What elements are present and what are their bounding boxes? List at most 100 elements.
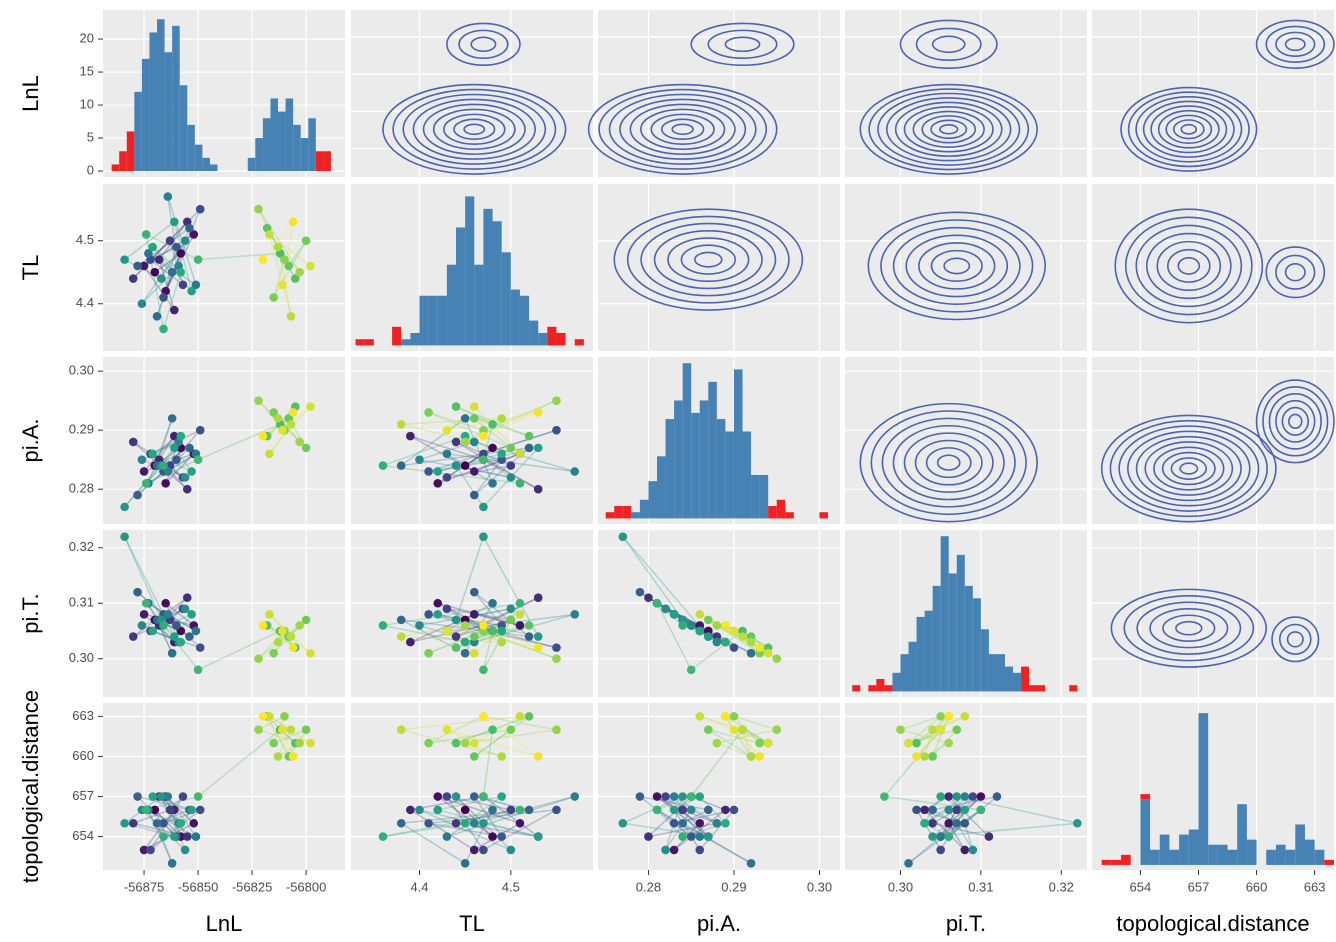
point [159, 293, 168, 302]
point [451, 632, 461, 641]
trace-segment [124, 221, 175, 261]
contour-line [453, 118, 496, 141]
point [570, 467, 580, 476]
point [170, 632, 179, 641]
point [451, 461, 461, 470]
histogram-bar [1246, 839, 1257, 865]
point [652, 598, 662, 608]
trace-segment [160, 240, 186, 279]
contour-line [650, 113, 715, 145]
point [515, 449, 525, 459]
point [273, 414, 283, 423]
trace-segment [742, 729, 769, 744]
trace-segment [268, 233, 311, 267]
trace-segment [733, 630, 761, 649]
histogram-bar [483, 208, 493, 346]
contour-line [1145, 232, 1232, 300]
point [704, 632, 713, 641]
contour-line [629, 103, 736, 155]
trace-segment [268, 406, 311, 455]
point [635, 587, 645, 597]
y-axis-title: LnL [18, 75, 43, 112]
histogram-bar [665, 419, 675, 519]
point [652, 805, 662, 815]
histogram-bar [355, 339, 365, 346]
x-tick-label: 0.29 [721, 879, 746, 894]
histogram-bar [323, 151, 331, 172]
trace-segment [446, 406, 475, 431]
histogram-bar [733, 369, 743, 519]
contour-line [1255, 19, 1335, 69]
contour-line [925, 447, 972, 479]
trace-segment [446, 608, 511, 621]
contour-line [680, 244, 736, 275]
point [161, 598, 170, 608]
point [269, 738, 278, 748]
trace-segment [455, 822, 539, 838]
point [415, 805, 424, 815]
trace-segment [137, 227, 190, 267]
point [415, 621, 424, 630]
point [170, 431, 179, 441]
x-tick-label: 0.28 [636, 879, 661, 894]
point [661, 792, 670, 801]
point [936, 792, 945, 801]
point [479, 712, 488, 721]
point [178, 280, 188, 290]
trace-segment [158, 796, 188, 838]
point [552, 425, 561, 435]
point [695, 712, 705, 721]
contour-line [1180, 123, 1198, 135]
trace-segment [282, 729, 311, 744]
point [960, 792, 970, 801]
contour-line [886, 97, 1012, 162]
trace-segment [665, 608, 692, 627]
point [139, 261, 149, 271]
point [515, 610, 525, 619]
contour-line [881, 417, 1016, 508]
point [712, 621, 722, 630]
y-tick-label: 663 [72, 708, 94, 723]
point [280, 712, 289, 721]
contour-line [914, 439, 983, 486]
histogram-bar [134, 91, 142, 172]
point [265, 712, 274, 721]
point [141, 478, 151, 488]
point [729, 626, 739, 636]
point [167, 267, 177, 277]
point [669, 805, 679, 815]
contour-line [1179, 462, 1199, 475]
trace-segment [160, 796, 186, 851]
point [920, 805, 929, 815]
point [944, 818, 954, 828]
point [968, 792, 978, 801]
point [424, 408, 433, 417]
point [460, 648, 470, 658]
trace-segment [464, 418, 494, 484]
point [695, 832, 705, 841]
point [479, 792, 488, 801]
histogram-bar [751, 474, 760, 519]
point [451, 738, 461, 748]
trace-segment [428, 809, 557, 824]
trace-segment [258, 630, 286, 660]
trace-segment [382, 809, 521, 838]
contour-line [626, 215, 790, 304]
contour-line [892, 424, 1005, 501]
trace-segment [437, 795, 521, 824]
point [424, 738, 433, 748]
contour-line [1166, 248, 1211, 283]
contour-line [930, 249, 983, 283]
point [497, 414, 506, 423]
trace-segment [400, 417, 466, 467]
histogram-bar [699, 400, 709, 519]
point [172, 242, 181, 252]
point [150, 267, 160, 277]
point [669, 792, 679, 801]
point [976, 805, 986, 815]
trace-segment [165, 795, 195, 824]
point [295, 437, 304, 447]
point [506, 443, 516, 453]
point [406, 637, 415, 647]
histogram-bar [742, 431, 752, 519]
